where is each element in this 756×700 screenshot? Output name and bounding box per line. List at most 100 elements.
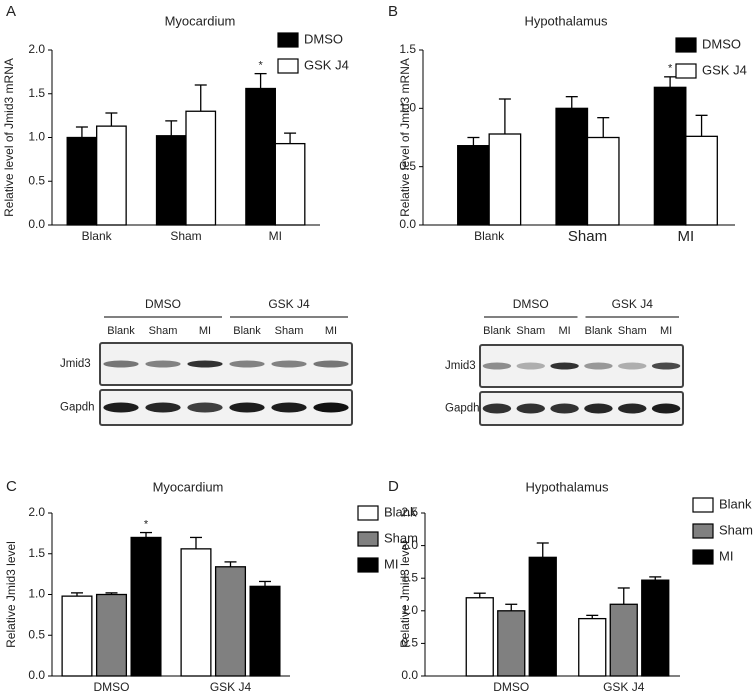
- legend-label: GSK J4: [304, 57, 349, 72]
- legend-label: MI: [719, 548, 733, 563]
- blot-band: [584, 403, 613, 414]
- blot-band: [618, 403, 647, 414]
- blot-band: [651, 362, 681, 370]
- bar: [95, 593, 128, 677]
- panel-label: B: [388, 3, 398, 20]
- blot-row-label: Gapdh: [445, 403, 480, 415]
- x-tick-label: MI: [269, 229, 282, 243]
- legend-swatch: [692, 497, 714, 513]
- blot-band: [103, 402, 139, 413]
- legend-label: Sham: [384, 530, 418, 545]
- y-axis-label: Relative Jmid3 level: [398, 541, 412, 648]
- blot-band: [229, 402, 265, 413]
- bar: [130, 536, 162, 677]
- blot-lane-label: Blank: [585, 325, 613, 337]
- blot-row-label: Gapdh: [60, 402, 95, 414]
- chart-title: Myocardium: [165, 13, 236, 28]
- x-tick-label: Sham: [170, 229, 201, 243]
- legend-label: DMSO: [304, 31, 343, 46]
- y-tick-label: 1.0: [399, 101, 416, 115]
- blot-band: [103, 360, 139, 368]
- bar: [249, 585, 281, 677]
- bar: [274, 142, 306, 226]
- blot-row-label: Jmid3: [60, 358, 91, 370]
- blot-lane-label: MI: [558, 325, 570, 337]
- bar: [66, 136, 98, 226]
- blot-frame: [99, 342, 353, 386]
- significance-mark: *: [258, 60, 263, 72]
- blot-band: [482, 362, 512, 370]
- blot-band: [271, 402, 307, 413]
- blot-band: [516, 362, 545, 370]
- blot-lane-label: MI: [660, 325, 672, 337]
- y-tick-label: 1.5: [28, 546, 45, 560]
- blot-group-label: DMSO: [145, 297, 181, 311]
- blot-band: [618, 362, 647, 370]
- x-tick-label: Blank: [82, 229, 113, 243]
- panel-label: D: [388, 478, 399, 495]
- significance-mark: *: [668, 63, 673, 75]
- x-tick-label: GSK J4: [603, 680, 645, 694]
- y-tick-label: 1.5: [401, 570, 418, 584]
- x-tick-label: GSK J4: [210, 680, 252, 694]
- blot-group-label: GSK J4: [612, 297, 654, 311]
- y-tick-label: 1.0: [401, 603, 418, 617]
- blot-lane-label: Sham: [275, 325, 304, 337]
- blot-band: [145, 360, 181, 368]
- y-tick-label: 1.0: [28, 130, 45, 144]
- blot-frame: [479, 391, 684, 426]
- bar: [61, 595, 93, 677]
- y-tick-label: 0.0: [28, 217, 45, 231]
- y-tick-label: 0.0: [399, 217, 416, 231]
- blot-band: [145, 402, 181, 413]
- legend-swatch: [692, 523, 714, 539]
- y-tick-label: 2.0: [28, 42, 45, 56]
- blot-lane-label: Sham: [618, 325, 647, 337]
- y-tick-label: 1.5: [28, 86, 45, 100]
- blot-lane-label: MI: [199, 325, 211, 337]
- x-tick-label: MI: [677, 228, 694, 245]
- bar: [488, 133, 522, 226]
- legend-label: Blank: [384, 504, 417, 519]
- bar: [653, 86, 687, 226]
- blot-band: [651, 403, 681, 414]
- blot-group-label: GSK J4: [268, 297, 310, 311]
- legend-label: MI: [384, 556, 398, 571]
- bar: [685, 135, 718, 226]
- blot-lane-label: MI: [325, 325, 337, 337]
- blot-band: [187, 360, 223, 368]
- bar: [245, 87, 276, 226]
- bar: [214, 566, 247, 677]
- legend-swatch: [357, 505, 379, 521]
- blot-band: [187, 402, 223, 413]
- chart-title: Hypothalamus: [525, 479, 609, 494]
- y-axis-label: Relative level of Jmid3 mRNA: [398, 58, 412, 217]
- bar: [155, 135, 187, 226]
- y-tick-label: 1.5: [399, 42, 416, 56]
- legend-swatch: [675, 63, 697, 79]
- blot-band: [516, 403, 545, 414]
- y-tick-label: 0.0: [401, 668, 418, 682]
- panel-label: A: [6, 3, 16, 20]
- y-axis-label: Relative level of Jmid3 mRNA: [2, 58, 16, 217]
- bar: [96, 125, 127, 226]
- bar: [528, 556, 557, 677]
- bar: [185, 110, 217, 226]
- bar: [555, 107, 589, 226]
- x-tick-label: Blank: [474, 229, 505, 243]
- bar: [497, 610, 526, 677]
- blot-lane-label: Blank: [107, 325, 135, 337]
- blot-frame: [99, 389, 353, 426]
- bar: [578, 617, 607, 677]
- blot-group-label: DMSO: [513, 297, 549, 311]
- legend-swatch: [357, 557, 379, 573]
- y-tick-label: 1.0: [28, 587, 45, 601]
- significance-mark: *: [144, 518, 149, 530]
- y-tick-label: 2.5: [401, 505, 418, 519]
- bar: [457, 145, 490, 226]
- x-tick-label: DMSO: [94, 680, 130, 694]
- blot-lane-label: Blank: [233, 325, 261, 337]
- blot-band: [229, 360, 265, 368]
- blot-frame: [479, 344, 684, 388]
